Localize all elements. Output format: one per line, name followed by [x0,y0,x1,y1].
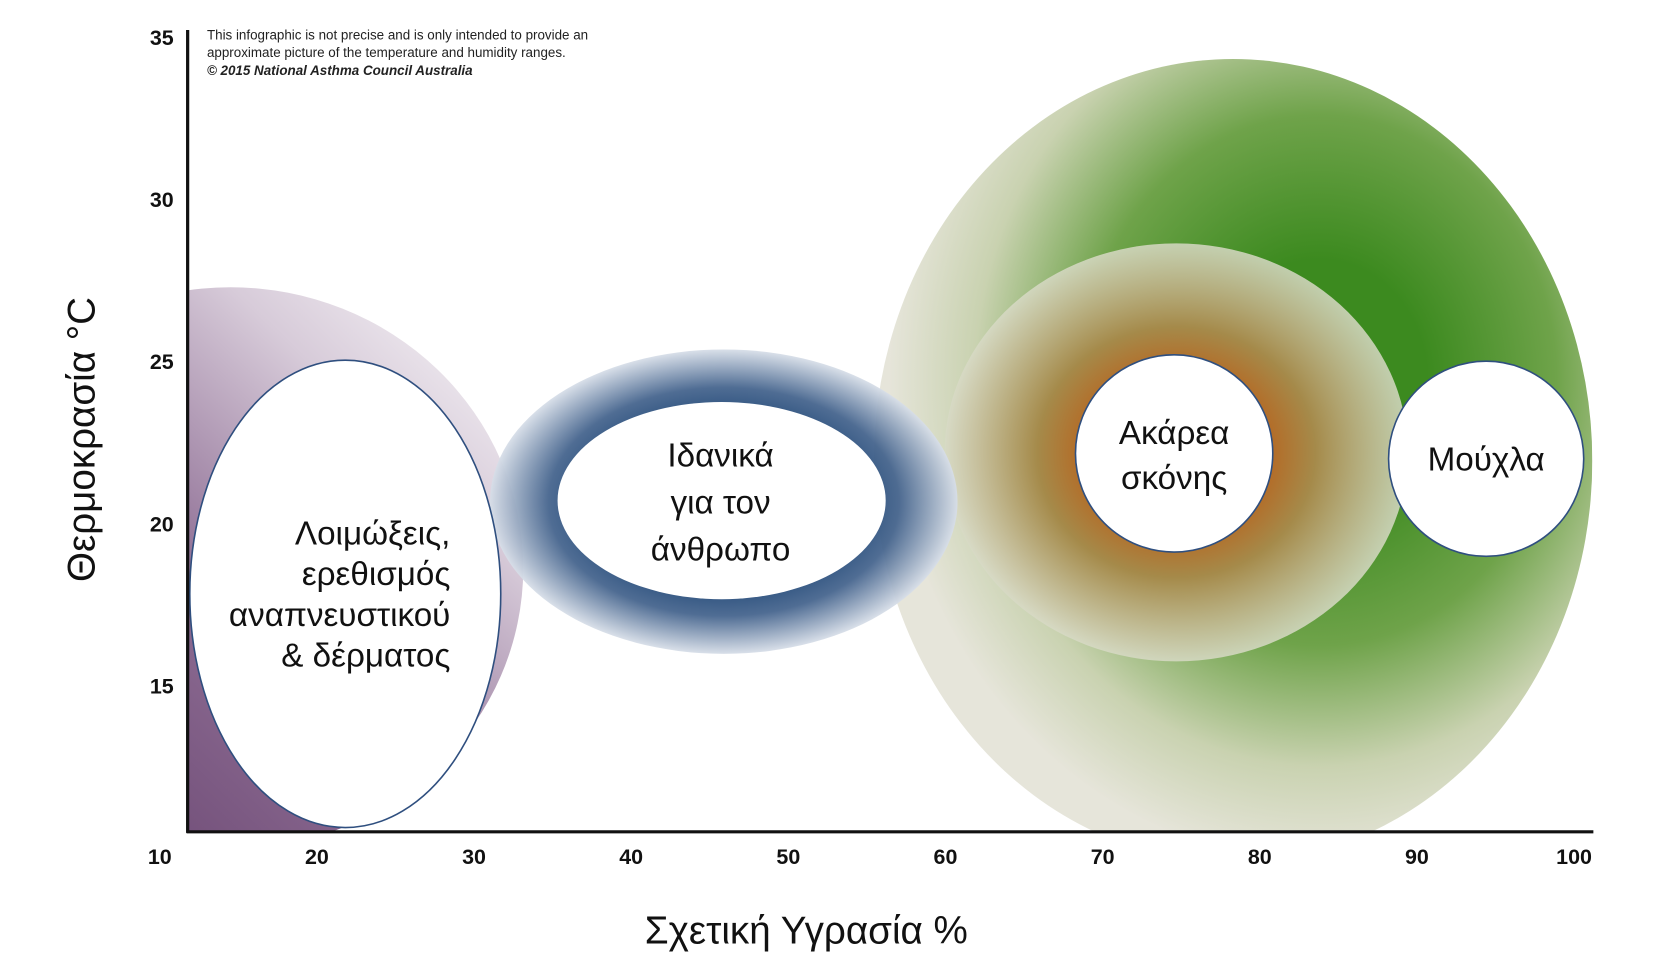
y-tick-label: 30 [150,188,174,212]
region-label: Ακάρεα [1119,415,1230,452]
note: This infographic is not precise and is o… [207,28,588,43]
x-tick-label: 50 [776,845,800,869]
mould-bubble [1387,360,1585,558]
x-tick-label: 70 [1091,845,1115,869]
x-tick-label: 20 [305,845,329,869]
x-tick-label: 10 [148,845,172,869]
note: © 2015 National Asthma Council Australia [207,63,473,78]
region-label: Ιδανικά [667,437,773,474]
y-tick-label: 20 [150,512,174,536]
y-axis-title: Θερμοκρασία °C [60,297,103,582]
region-label: Λοιμώξεις, [295,516,450,553]
x-tick-label: 30 [462,845,486,869]
region-label: άνθρωπο [651,532,791,569]
region-label: Μούχλα [1428,442,1545,479]
y-tick-label: 35 [150,26,174,50]
x-tick-label: 80 [1248,845,1272,869]
x-tick-label: 100 [1556,845,1592,869]
note: approximate picture of the temperature a… [207,45,566,60]
region-label: & δέρματος [281,638,450,675]
ideal-bubble [557,401,886,600]
region-label: σκόνης [1121,460,1227,497]
x-axis-title: Σχετική Υγρασία % [645,909,968,952]
y-tick-label: 25 [150,350,174,374]
region-label: αναπνευστικού [229,597,450,634]
region-label: ερεθισμός [302,556,451,593]
x-tick-label: 90 [1405,845,1429,869]
mite-bubble [1074,353,1274,553]
y-tick-label: 15 [150,674,174,698]
x-tick-label: 60 [934,845,958,869]
x-tick-label: 40 [619,845,643,869]
infection-bubble [188,359,502,829]
region-label: για τον [670,484,770,521]
